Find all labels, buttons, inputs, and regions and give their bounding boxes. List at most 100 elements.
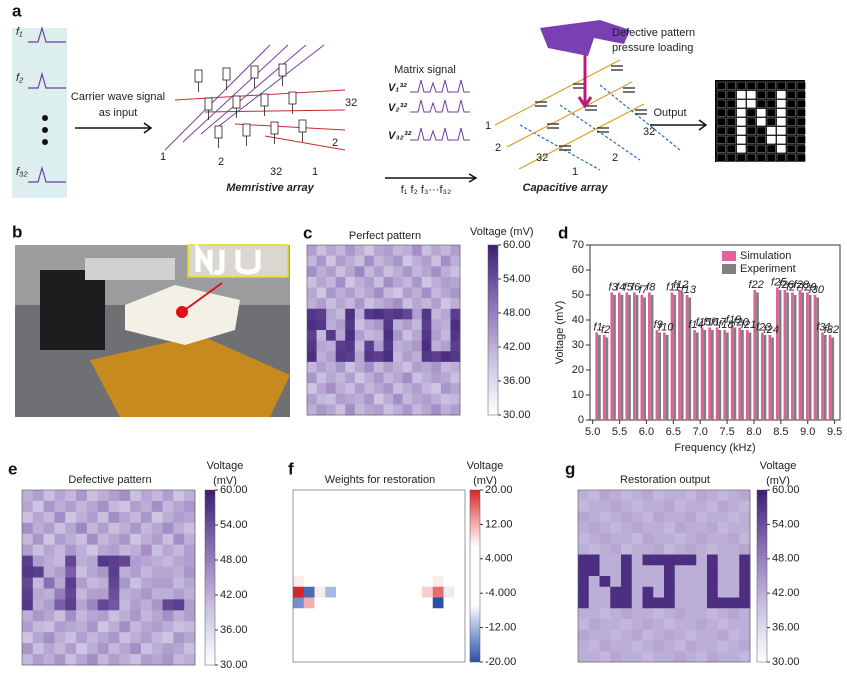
chart-title: Weights for restoration bbox=[325, 474, 435, 486]
capacitor bbox=[611, 65, 623, 71]
heat-cell bbox=[432, 597, 444, 609]
heat-cell bbox=[119, 490, 131, 502]
heat-cell bbox=[173, 490, 185, 502]
heat-cell bbox=[336, 543, 348, 555]
heat-cell bbox=[664, 586, 676, 598]
heat-cell bbox=[336, 490, 348, 502]
bar-label: f26 bbox=[779, 279, 795, 291]
heat-cell bbox=[422, 619, 434, 631]
heat-cell bbox=[443, 554, 455, 566]
bar bbox=[688, 297, 692, 420]
bar bbox=[801, 292, 804, 420]
heat-cell bbox=[411, 651, 423, 663]
heat-cell bbox=[621, 565, 633, 577]
heat-cell bbox=[43, 511, 55, 524]
bar bbox=[640, 295, 644, 420]
heat-cell bbox=[130, 588, 142, 600]
heat-cell bbox=[383, 245, 394, 257]
heat-cell bbox=[43, 599, 55, 611]
heat-cell bbox=[422, 586, 434, 598]
heat-cell bbox=[400, 576, 412, 588]
heat-cell bbox=[621, 576, 633, 588]
heat-cell bbox=[22, 621, 34, 633]
bar bbox=[808, 295, 812, 420]
heat-cell bbox=[383, 351, 394, 363]
heat-cell bbox=[335, 361, 346, 373]
heat-cell bbox=[162, 621, 174, 633]
heat-cell bbox=[368, 640, 380, 652]
heat-cell bbox=[326, 330, 337, 342]
heat-cell bbox=[696, 586, 708, 598]
heat-cell bbox=[335, 372, 346, 384]
heat-cell bbox=[440, 276, 451, 288]
output-cell bbox=[716, 99, 726, 108]
heat-cell bbox=[354, 351, 365, 363]
heat-cell bbox=[293, 629, 305, 641]
heat-cell bbox=[717, 490, 729, 502]
heat-cell bbox=[664, 543, 676, 555]
heat-cell bbox=[411, 576, 423, 588]
heat-cell bbox=[140, 610, 153, 622]
heat-cell bbox=[22, 522, 34, 535]
heat-cell bbox=[119, 533, 131, 546]
heat-cell bbox=[173, 654, 185, 666]
heat-cell bbox=[707, 511, 719, 523]
heat-cell bbox=[432, 651, 444, 663]
colorbar bbox=[204, 489, 216, 666]
heat-cell bbox=[364, 266, 375, 278]
heat-cell bbox=[674, 576, 686, 588]
heat-cell bbox=[335, 330, 346, 342]
bar-label: f9 bbox=[654, 319, 663, 331]
heat-cell bbox=[32, 566, 45, 578]
heat-cell bbox=[65, 643, 77, 655]
heat-cell bbox=[599, 597, 611, 609]
arrow bbox=[75, 122, 153, 134]
caption: Carrier wave signal bbox=[71, 91, 165, 103]
heat-cell bbox=[379, 533, 391, 545]
heat-cell bbox=[293, 554, 305, 566]
colorbar-tick-label: -20.00 bbox=[485, 656, 516, 668]
heat-cell bbox=[610, 651, 622, 663]
heat-cell bbox=[151, 544, 163, 557]
output-cell bbox=[726, 144, 736, 153]
heat-cell bbox=[307, 361, 317, 373]
heat-cell bbox=[162, 544, 174, 557]
heat-cell bbox=[402, 287, 413, 299]
heat-cell bbox=[717, 640, 729, 652]
heat-cell bbox=[373, 383, 384, 395]
bar-label: f29 bbox=[801, 281, 816, 293]
heat-cell bbox=[345, 308, 356, 320]
heat-cell bbox=[32, 533, 45, 546]
heat-cell bbox=[431, 276, 442, 288]
memristor bbox=[222, 67, 231, 81]
heat-cell bbox=[140, 533, 153, 546]
heat-cell bbox=[588, 576, 600, 588]
heat-cell bbox=[76, 511, 88, 524]
heat-cell bbox=[293, 619, 305, 631]
heat-cell bbox=[119, 588, 131, 600]
input-box bbox=[12, 28, 67, 198]
heat-cell bbox=[130, 522, 142, 535]
bar bbox=[771, 337, 774, 420]
heat-cell bbox=[383, 308, 394, 320]
heat-cell bbox=[22, 610, 34, 622]
heat-cell bbox=[54, 544, 66, 557]
heat-cell bbox=[346, 640, 358, 652]
heat-cell bbox=[664, 576, 676, 588]
heat-cell bbox=[108, 621, 120, 633]
heat-cell bbox=[54, 621, 66, 633]
heat-cell bbox=[130, 654, 142, 666]
heat-cell bbox=[43, 566, 55, 578]
heat-cell bbox=[368, 500, 380, 512]
heat-cell bbox=[432, 565, 444, 577]
memristor bbox=[232, 95, 241, 109]
heat-cell bbox=[293, 608, 305, 620]
bar bbox=[650, 295, 654, 420]
heat-cell bbox=[140, 643, 153, 655]
heat-cell bbox=[325, 576, 337, 588]
heat-cell bbox=[389, 490, 401, 502]
heat-cell bbox=[108, 588, 120, 600]
heat-cell bbox=[664, 522, 676, 534]
heat-cell bbox=[43, 533, 55, 546]
